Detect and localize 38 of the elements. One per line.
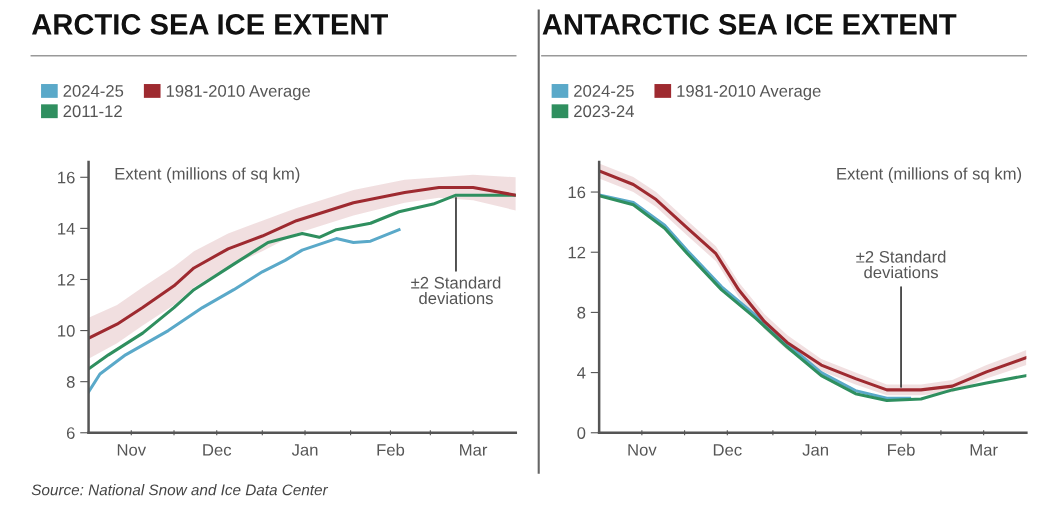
y-axis-title: Extent (millions of sq km): [115, 167, 300, 183]
annotation: ±2 Standard deviations: [856, 250, 946, 279]
x-tick-label: Dec: [203, 444, 232, 456]
y-axis-title: Extent (millions of sq km): [837, 167, 1022, 183]
x-tick-label: Feb: [377, 443, 405, 456]
x-tick-label: Dec: [713, 444, 742, 456]
x-tick-label: Jan: [802, 444, 828, 456]
y-tick-label: 8: [577, 306, 586, 319]
y-tick-label: 0: [577, 427, 586, 439]
y-tick-label: 12: [568, 246, 586, 259]
line-series: [88, 185, 516, 340]
x-tick-label: Jan: [291, 444, 318, 456]
line-series: [88, 193, 516, 371]
y-tick-label: 6: [66, 427, 75, 439]
x-tick-label: Nov: [628, 444, 657, 456]
legend-label: 2024-25: [63, 85, 124, 97]
y-tick-label: 16: [58, 171, 75, 184]
x-tick-label: Feb: [888, 443, 915, 456]
legend-label: 2024-25: [574, 85, 634, 97]
y-tick-label: 14: [58, 222, 75, 235]
y-tick-label: 4: [577, 367, 586, 379]
annotation: ±2 Standard deviations: [411, 276, 501, 305]
legend-label: 2011-12: [63, 105, 122, 118]
legend-label: 2023-24: [574, 105, 634, 118]
source-note: Source: National Snow and Ice Data Center: [31, 484, 329, 496]
legend-label: 1981-2010 Average: [677, 85, 821, 101]
line-series: [599, 194, 1027, 402]
chart-title: ANTARCTIC SEA ICE EXTENT: [542, 14, 957, 35]
line-series: [88, 228, 401, 394]
y-tick-label: 12: [58, 273, 75, 286]
y-tick-label: 10: [58, 324, 75, 337]
y-tick-label: 16: [568, 186, 586, 199]
chart-title: ARCTIC SEA ICE EXTENT: [31, 14, 388, 35]
legend-label: 1981-2010 Average: [166, 85, 310, 101]
x-tick-label: Mar: [460, 444, 488, 456]
y-tick-label: 8: [66, 376, 75, 388]
x-tick-label: Nov: [117, 444, 147, 456]
x-tick-label: Mar: [970, 444, 998, 456]
